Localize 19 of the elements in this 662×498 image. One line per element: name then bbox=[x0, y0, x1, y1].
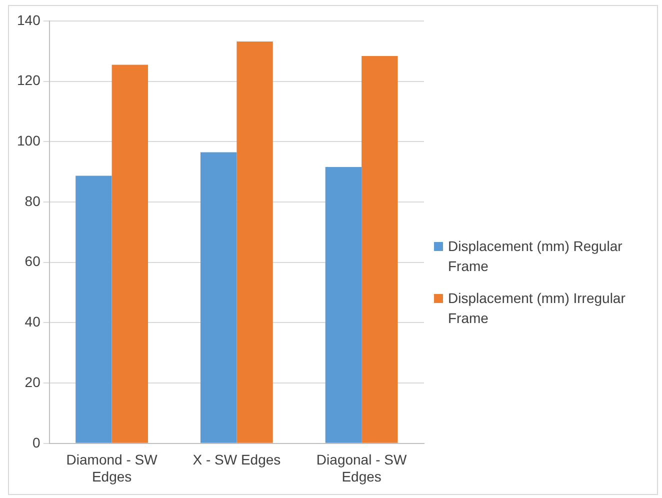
bar bbox=[325, 167, 362, 443]
y-tick-label: 100 bbox=[17, 132, 41, 149]
y-tick-label: 20 bbox=[24, 374, 41, 390]
y-tick-label: 140 bbox=[17, 12, 41, 28]
bar bbox=[200, 152, 237, 443]
legend-label: Displacement (mm) Regular Frame bbox=[448, 237, 624, 276]
bar bbox=[112, 64, 148, 443]
y-tick-label: 40 bbox=[24, 314, 41, 330]
bar bbox=[362, 56, 398, 443]
bar bbox=[76, 176, 112, 443]
y-tick-label: 0 bbox=[32, 434, 41, 450]
bar bbox=[236, 42, 273, 443]
x-tick-label: X - SW Edges bbox=[192, 452, 281, 468]
y-tick-label: 80 bbox=[24, 192, 41, 209]
legend-label: Displacement (mm) Irregular Frame bbox=[448, 289, 626, 328]
y-tick-label: 60 bbox=[24, 253, 41, 270]
y-tick-label: 120 bbox=[17, 72, 41, 88]
x-tick-label: Diamond - SW Edges bbox=[66, 452, 158, 484]
x-tick-label: Diagonal - SW Edges bbox=[316, 452, 408, 484]
